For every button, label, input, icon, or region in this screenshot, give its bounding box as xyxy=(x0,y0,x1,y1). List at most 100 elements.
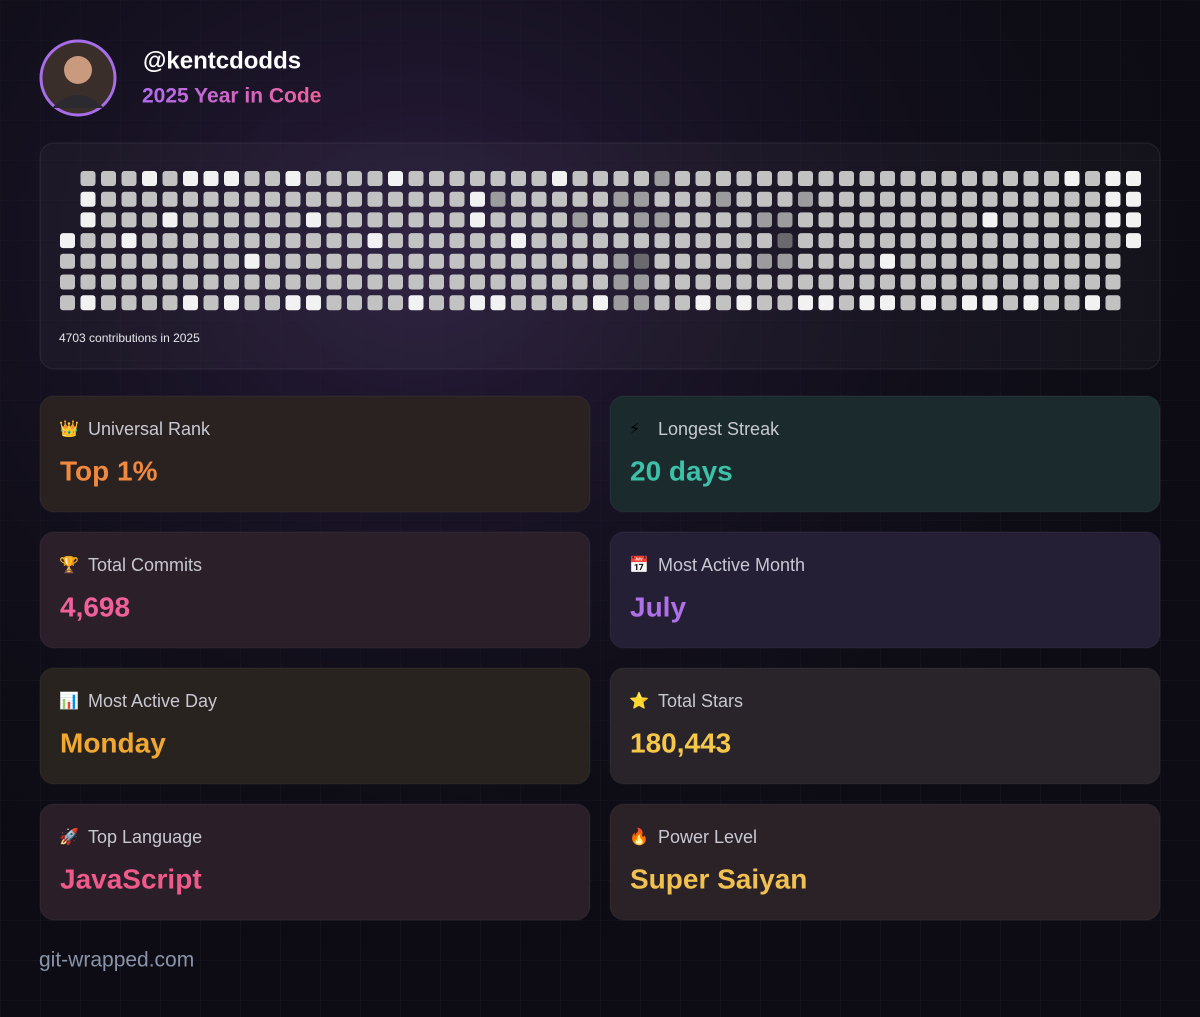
contribution-cell xyxy=(490,212,506,228)
contribution-cell xyxy=(1126,233,1141,249)
contribution-cell xyxy=(634,233,649,249)
contribution-cell xyxy=(818,274,834,290)
contribution-cell xyxy=(675,191,690,207)
contribution-cell xyxy=(552,212,567,228)
contribution-cell xyxy=(859,233,875,249)
stat-value: 4,698 xyxy=(60,591,130,622)
contribution-cell xyxy=(367,295,383,311)
contribution-cell xyxy=(183,233,198,249)
contribution-cell xyxy=(531,295,547,311)
contribution-cell xyxy=(613,212,629,228)
contribution-cell xyxy=(285,171,301,186)
contribution-cell xyxy=(490,171,506,186)
contribution-cell xyxy=(572,191,588,207)
contribution-cell xyxy=(224,171,239,186)
heatmap xyxy=(60,171,1141,311)
contribution-cell xyxy=(1003,171,1018,186)
contribution-cell xyxy=(183,212,198,228)
contribution-cell xyxy=(1105,171,1121,186)
stat-label: Total Stars xyxy=(658,691,743,711)
contribution-cell xyxy=(798,191,813,207)
contribution-cell xyxy=(962,212,977,228)
heatmap-panel xyxy=(39,142,1161,370)
contribution-cell xyxy=(900,295,916,311)
contribution-cell xyxy=(101,191,116,207)
contribution-cell xyxy=(367,191,383,207)
stat-label: Most Active Month xyxy=(658,555,805,575)
contribution-cell xyxy=(675,212,690,228)
contribution-cell xyxy=(757,212,772,228)
stat-label: Top Language xyxy=(88,827,202,847)
contribution-cell xyxy=(839,212,854,228)
contribution-cell xyxy=(716,233,731,249)
contribution-cell xyxy=(593,274,608,290)
contribution-cell xyxy=(736,253,752,269)
contribution-cell xyxy=(285,212,301,228)
contribution-cell xyxy=(1023,253,1039,269)
contribution-cell xyxy=(634,191,649,207)
contribution-cell xyxy=(921,233,936,249)
contribution-cell xyxy=(224,191,239,207)
contribution-cell xyxy=(1044,233,1059,249)
contribution-cell xyxy=(839,253,854,269)
contribution-cell xyxy=(572,274,588,290)
contribution-cell xyxy=(121,295,137,311)
contribution-cell xyxy=(408,274,424,290)
contribution-cell xyxy=(1003,212,1018,228)
contribution-cell xyxy=(716,171,731,186)
contribution-cell xyxy=(818,191,834,207)
stat-card xyxy=(609,667,1161,785)
contribution-cell xyxy=(224,253,239,269)
contribution-cell xyxy=(449,253,465,269)
contribution-cell xyxy=(613,295,629,311)
contribution-cell xyxy=(367,171,383,186)
contribution-cell xyxy=(470,233,485,249)
contribution-cell xyxy=(531,171,547,186)
contribution-cell xyxy=(244,253,260,269)
contribution-cell xyxy=(818,295,834,311)
contribution-cell xyxy=(1064,171,1080,186)
contribution-cell xyxy=(388,233,403,249)
contribution-cell xyxy=(921,171,936,186)
contribution-cell xyxy=(654,295,670,311)
contribution-cell xyxy=(347,171,362,186)
contribution-cell xyxy=(162,233,178,249)
stat-value: Top 1% xyxy=(60,455,158,486)
contribution-cell xyxy=(101,253,116,269)
contribution-cell xyxy=(941,212,957,228)
contribution-cell xyxy=(224,295,239,311)
contribution-cell xyxy=(880,253,895,269)
contribution-cell xyxy=(490,233,506,249)
contribution-cell xyxy=(900,212,916,228)
contribution-cell xyxy=(1085,233,1100,249)
stat-card xyxy=(609,531,1161,649)
contribution-cell xyxy=(777,233,793,249)
contribution-cell xyxy=(244,295,260,311)
contribution-cell xyxy=(531,274,547,290)
contribution-cell xyxy=(306,191,321,207)
contribution-cell xyxy=(203,233,219,249)
contribution-cell xyxy=(1126,171,1141,186)
contribution-cell xyxy=(941,171,957,186)
contribution-cell xyxy=(880,233,895,249)
stat-card xyxy=(39,531,591,649)
contribution-cell xyxy=(552,274,567,290)
contribution-cell xyxy=(552,233,567,249)
contribution-cell xyxy=(900,171,916,186)
contribution-cell xyxy=(880,274,895,290)
contribution-cell xyxy=(654,191,670,207)
contribution-cell xyxy=(203,191,219,207)
contribution-cell xyxy=(777,191,793,207)
contribution-cell xyxy=(183,171,198,186)
contribution-cell xyxy=(695,233,711,249)
stat-icon: ⚡ xyxy=(629,421,640,438)
contribution-cell xyxy=(1003,274,1018,290)
contribution-cell xyxy=(142,171,157,186)
contribution-cell xyxy=(203,295,219,311)
contribution-cell xyxy=(675,233,690,249)
contribution-cell xyxy=(798,295,813,311)
stat-card xyxy=(39,803,591,921)
contribution-cell xyxy=(183,274,198,290)
stat-value: 20 days xyxy=(630,455,733,486)
contribution-cell xyxy=(900,274,916,290)
